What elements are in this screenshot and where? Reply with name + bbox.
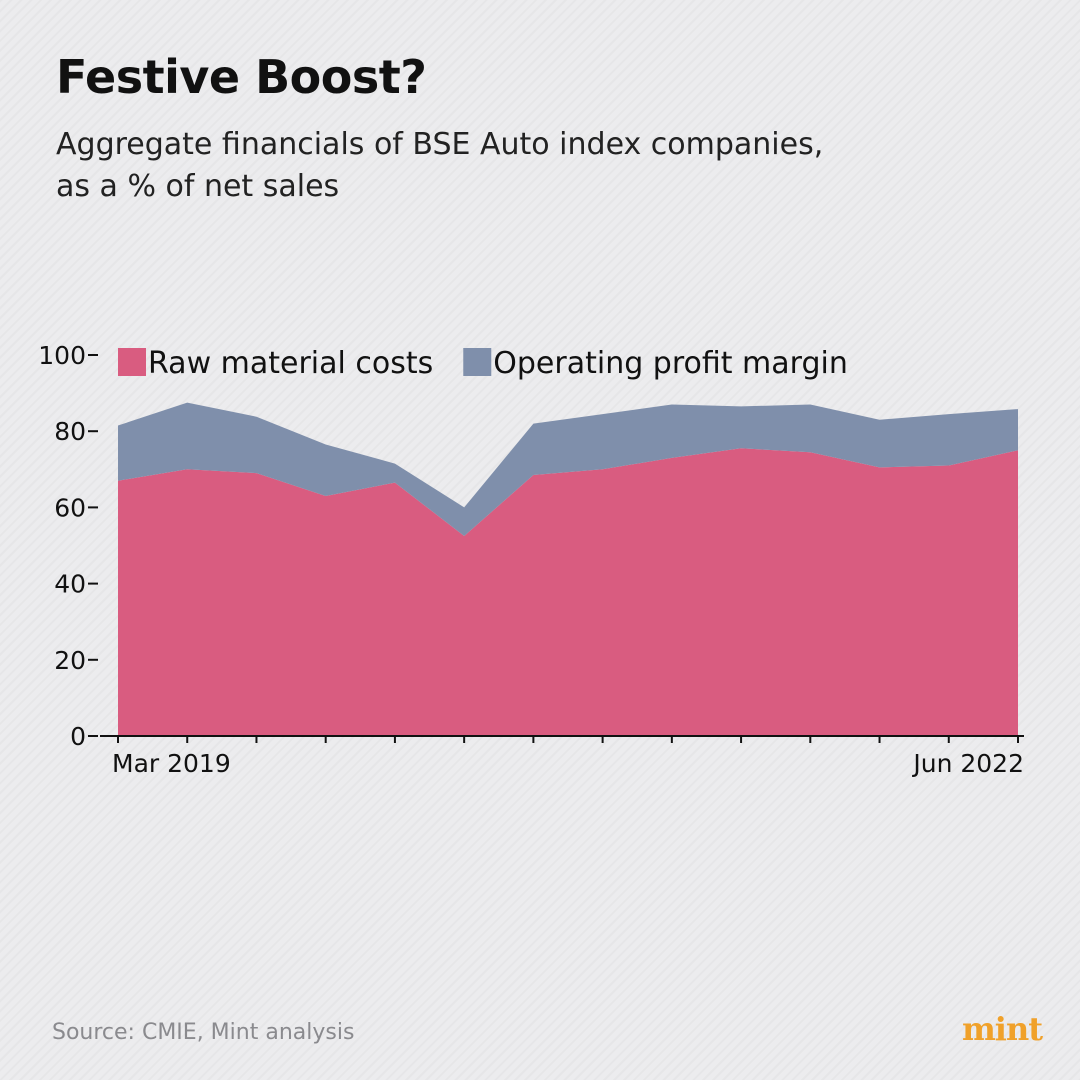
chart-title: Festive Boost?	[56, 50, 427, 104]
chart-subtitle: Aggregate financials of BSE Auto index c…	[56, 124, 996, 208]
chart-axes: Mar 2019 Jun 2022 0 20 40 60 80 100	[38, 341, 1024, 778]
legend-swatch-operating-profit-margin	[463, 348, 492, 376]
legend-swatch-raw-material-costs	[118, 348, 146, 376]
mint-logo: mint	[961, 1010, 1043, 1048]
y-tick-label-20: 20	[54, 646, 86, 675]
legend-label-operating-profit-margin: Operating profit margin	[493, 346, 848, 381]
legend-item-raw-material-costs: Raw material costs	[118, 346, 433, 381]
y-tick-label-40: 40	[54, 570, 86, 599]
y-tick-label-100: 100	[38, 341, 86, 370]
chart-areas	[118, 402, 1018, 736]
subtitle-line-1: Aggregate financials of BSE Auto index c…	[56, 127, 824, 162]
legend-label-raw-material-costs: Raw material costs	[148, 346, 433, 381]
chart-legend: Raw material costs Operating profit margi…	[118, 346, 848, 381]
x-tick-label-jun-2022: Jun 2022	[911, 749, 1024, 778]
source-note: Source: CMIE, Mint analysis	[52, 1020, 355, 1045]
x-tick-label-mar-2019: Mar 2019	[112, 749, 231, 778]
area-operating-profit-margin	[118, 402, 1018, 536]
y-tick-label-80: 80	[54, 417, 86, 446]
subtitle-line-2: as a % of net sales	[56, 169, 340, 204]
y-tick-label-0: 0	[70, 722, 86, 751]
legend-item-operating-profit-margin: Operating profit margin	[463, 346, 848, 381]
y-tick-label-60: 60	[54, 493, 86, 522]
area-raw-material-costs	[118, 448, 1018, 736]
